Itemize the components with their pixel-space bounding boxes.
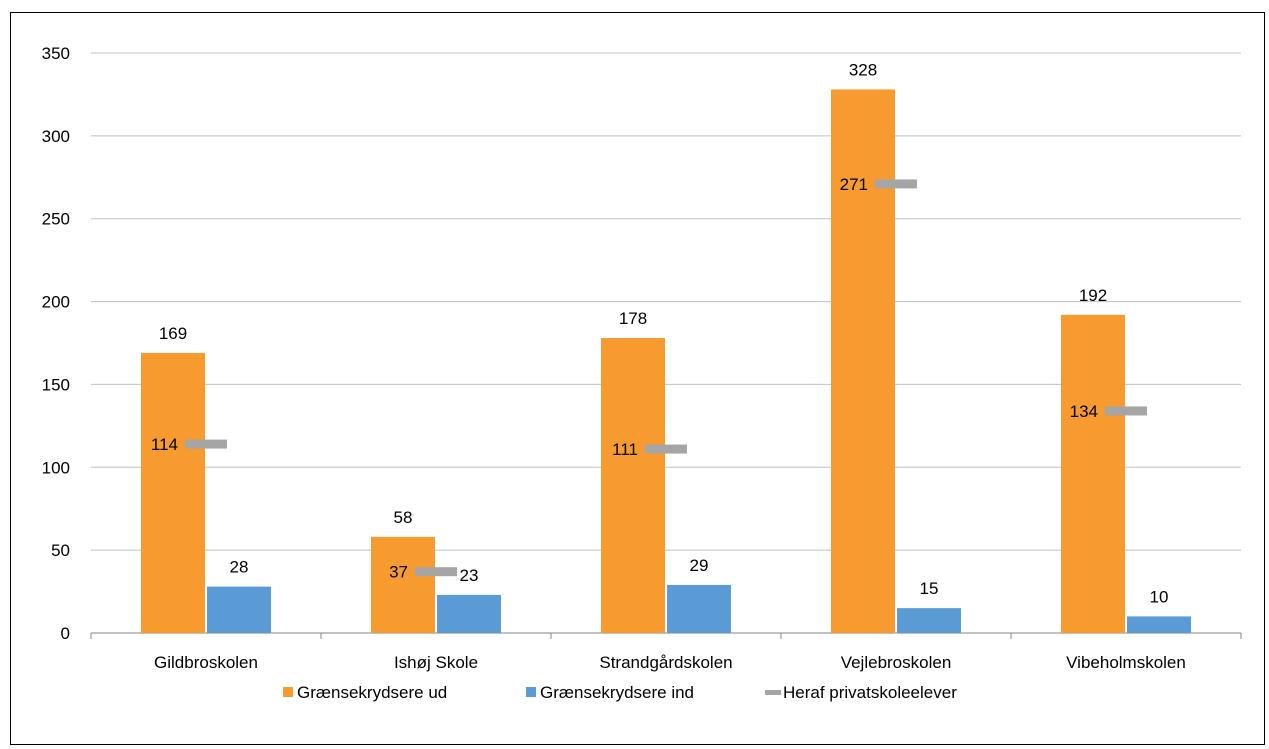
x-category-label: Strandgårdskolen [599,653,732,672]
y-tick-label: 0 [61,624,70,643]
x-axis: Gildbroskolen Ishøj Skole Strandgårdskolen… [90,633,1242,672]
x-category-label: Vejlebroskolen [841,653,952,672]
y-tick-label: 100 [42,458,70,477]
data-label-ind: 29 [690,556,709,575]
y-tick-label: 150 [42,375,70,394]
data-label-ud: 169 [159,324,187,343]
data-labels: 169 28 114 58 23 37 178 29 111 328 15 271 192 10 134 [151,60,1169,606]
grid-lines [91,52,1241,634]
legend-swatch [765,690,781,695]
legend-swatch [283,687,293,697]
data-label-privat: 111 [612,440,638,459]
legend: Grænsekrydsere ud Grænsekrydsere ind Heraf… [283,683,957,702]
data-label-ud: 178 [619,309,647,328]
y-axis-ticks: 0 50 100 150 200 250 300 350 [42,44,70,643]
legend-label: Heraf privatskoleelever [783,683,957,702]
bar-graensekrydsere-ud [371,536,435,633]
bars [141,89,1191,633]
x-category-label: Vibeholmskolen [1066,653,1186,672]
bar-graensekrydsere-ind [667,584,731,633]
data-label-ind: 10 [1150,587,1169,606]
data-label-privat: 114 [151,435,178,454]
y-tick-label: 300 [42,127,70,146]
bar-graensekrydsere-ud [1061,314,1125,633]
bar-graensekrydsere-ud [601,338,665,633]
y-tick-label: 50 [51,541,70,560]
bar-graensekrydsere-ud [141,352,205,633]
legend-swatch [526,687,536,697]
x-category-label: Ishøj Skole [394,653,478,672]
data-label-ind: 15 [920,579,939,598]
chart-frame: 0 50 100 150 200 250 300 350 169 28 114 58 23 37 178 2… [10,12,1265,745]
y-tick-label: 250 [42,210,70,229]
bar-chart: 0 50 100 150 200 250 300 350 169 28 114 58 23 37 178 2… [42,44,1242,702]
marker-privatskoleelever [185,439,227,449]
bar-graensekrydsere-ind [897,608,961,633]
markers [185,179,1147,577]
x-category-label: Gildbroskolen [154,653,258,672]
data-label-ud: 192 [1079,286,1107,305]
data-label-ind: 23 [460,566,479,585]
y-tick-label: 200 [42,293,70,312]
data-label-ud: 328 [849,60,877,79]
data-label-privat: 271 [840,175,868,194]
legend-label: Grænsekrydsere ind [540,683,694,702]
data-label-privat: 134 [1070,402,1098,421]
data-label-privat: 37 [389,563,408,582]
marker-privatskoleelever [415,567,457,577]
marker-privatskoleelever [875,179,917,189]
bar-graensekrydsere-ind [437,594,501,633]
legend-label: Grænsekrydsere ud [297,683,447,702]
bar-graensekrydsere-ud [831,89,895,633]
marker-privatskoleelever [645,444,687,454]
y-tick-label: 350 [42,44,70,63]
bar-graensekrydsere-ind [207,586,271,633]
marker-privatskoleelever [1105,406,1147,416]
data-label-ind: 28 [230,558,249,577]
data-label-ud: 58 [394,508,413,527]
bar-graensekrydsere-ind [1127,616,1191,633]
